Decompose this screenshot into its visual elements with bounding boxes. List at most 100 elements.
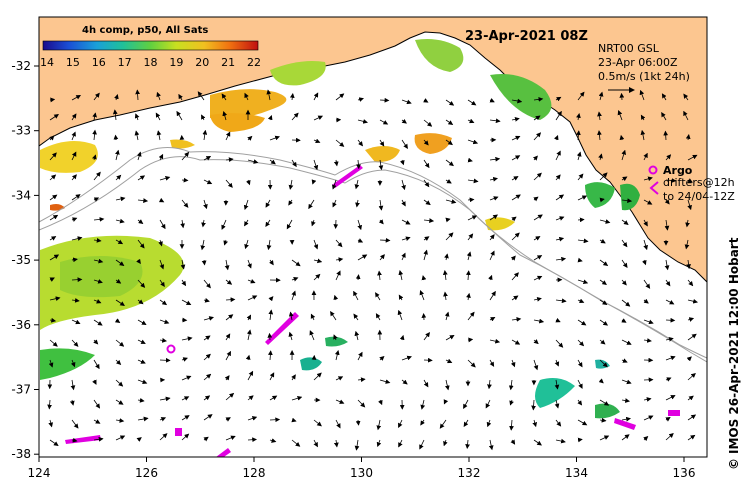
argo-legend: Argo drifters@12h to 24/04-12Z [648, 164, 735, 203]
current-arrow [71, 419, 79, 429]
current-arrow [401, 355, 412, 361]
current-arrow [181, 151, 190, 161]
current-arrow [159, 219, 166, 230]
current-arrow [136, 437, 142, 442]
current-arrow [467, 178, 479, 184]
current-arrow [485, 399, 491, 409]
colorbar-tick-label: 15 [66, 56, 80, 69]
current-arrow [423, 249, 428, 261]
current-arrow [576, 113, 581, 121]
current-arrow [423, 236, 430, 241]
current-arrow [311, 219, 316, 227]
current-arrow [137, 319, 147, 326]
current-arrow [377, 270, 382, 281]
current-arrow [577, 173, 584, 181]
current-arrow [203, 395, 211, 401]
current-arrow [71, 437, 78, 443]
current-arrow [555, 339, 564, 348]
current-arrow [71, 131, 76, 141]
lon-tick-label: 124 [28, 466, 51, 480]
current-arrow [93, 258, 104, 264]
current-arrow [599, 219, 611, 224]
current-arrow [489, 338, 501, 344]
current-arrow [269, 395, 278, 401]
current-arrow [357, 351, 363, 361]
current-arrow [489, 317, 496, 322]
current-arrow [665, 432, 674, 441]
current-arrow [136, 258, 141, 265]
current-arrow [465, 439, 470, 449]
current-arrow [313, 239, 319, 250]
current-arrow [335, 239, 343, 248]
current-arrow [553, 134, 559, 141]
colorbar-tick-label: 21 [221, 56, 235, 69]
current-arrow [577, 195, 588, 201]
current-arrow [577, 379, 583, 389]
current-arrow [115, 239, 124, 245]
current-arrow [378, 219, 384, 225]
current-arrow [354, 179, 360, 190]
current-arrow [134, 113, 140, 121]
current-arrow [643, 219, 648, 227]
current-arrow [397, 309, 403, 321]
current-arrow [554, 399, 560, 409]
lat-tick-label: -33 [11, 124, 31, 138]
current-arrow [511, 155, 521, 161]
current-arrow [445, 99, 455, 106]
current-arrow [308, 199, 315, 210]
current-arrow [487, 379, 492, 390]
current-arrow [225, 297, 236, 303]
current-arrow [489, 196, 499, 201]
current-arrow [683, 110, 689, 121]
current-arrow [180, 259, 186, 270]
current-arrow [203, 373, 212, 381]
current-arrow [378, 399, 383, 406]
current-arrow [661, 93, 667, 101]
argo-drifter-legend-icon [649, 181, 659, 195]
current-arrow [599, 319, 609, 326]
current-arrow [444, 253, 449, 261]
current-arrow [379, 237, 391, 243]
current-arrow [203, 316, 214, 321]
colorbar-ticks: 14 15 16 17 18 19 20 21 22 [40, 56, 261, 69]
current-arrow [376, 439, 382, 448]
current-arrow [621, 339, 632, 345]
current-arrow [357, 139, 363, 147]
current-arrow [222, 111, 228, 121]
current-arrow [313, 419, 322, 427]
current-arrow [332, 199, 337, 208]
current-arrow [621, 176, 628, 182]
current-arrow [643, 298, 649, 304]
current-arrow [643, 415, 654, 421]
current-arrow [577, 359, 583, 368]
current-arrow [665, 299, 675, 305]
current-arrow [510, 439, 516, 445]
current-arrow [313, 273, 321, 281]
current-arrow [379, 254, 385, 261]
current-arrow [511, 216, 517, 222]
current-arrow [291, 159, 297, 168]
current-arrow [599, 399, 610, 406]
current-arrow [555, 96, 562, 102]
current-arrow [47, 399, 53, 410]
lat-tick-label: -37 [11, 383, 31, 397]
current-arrow [554, 359, 560, 367]
lon-tick-label: 134 [565, 466, 588, 480]
current-arrow [115, 196, 126, 202]
current-arrow [286, 219, 293, 230]
current-arrow [643, 397, 652, 402]
current-arrow [643, 176, 653, 182]
current-arrow [156, 91, 161, 101]
current-arrow [467, 359, 476, 368]
current-arrow [203, 279, 211, 289]
current-arrow [599, 339, 606, 345]
current-arrow [687, 154, 698, 161]
current-arrow [48, 359, 54, 368]
current-source: NRT00 GSL [598, 42, 660, 55]
colorbar-title: 4h comp, p50, All Sats [82, 25, 208, 36]
current-arrow [511, 135, 521, 141]
current-arrow [619, 92, 625, 101]
current-arrow [467, 99, 477, 106]
current-arrow [49, 152, 57, 161]
